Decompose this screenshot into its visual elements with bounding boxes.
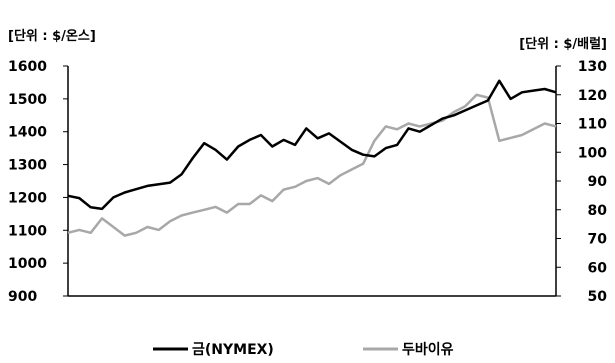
right-tick-label: 60 xyxy=(588,260,608,276)
right-tick-label: 100 xyxy=(578,145,607,161)
legend: 금(NYMEX) 두바이유 xyxy=(153,341,454,358)
legend-label-dubai: 두바이유 xyxy=(402,341,454,358)
right-tick-label: 70 xyxy=(588,232,608,248)
left-tick-label: 1400 xyxy=(8,125,47,141)
left-axis-ticks: 1600 1500 1400 1300 1200 1100 1000 900 xyxy=(8,59,68,305)
left-tick-label: 1600 xyxy=(8,59,47,75)
axes xyxy=(67,66,557,297)
series-line-dubai xyxy=(67,93,557,237)
series-lines xyxy=(67,79,557,237)
left-tick-label: 900 xyxy=(8,289,37,305)
left-tick-label: 1500 xyxy=(8,92,47,108)
right-tick-label: 50 xyxy=(588,289,608,305)
left-tick-label: 1100 xyxy=(8,223,47,239)
right-axis-unit-label: [단위 : $/배럴] xyxy=(519,36,607,52)
right-tick-label: 110 xyxy=(578,117,607,133)
right-tick-label: 90 xyxy=(588,174,608,190)
left-tick-label: 1300 xyxy=(8,158,47,174)
series-line-gold xyxy=(67,79,557,211)
right-tick-label: 130 xyxy=(578,59,607,75)
legend-label-gold: 금(NYMEX) xyxy=(192,342,274,358)
right-axis-ticks: 130 120 110 100 90 80 70 60 50 xyxy=(556,59,607,305)
right-tick-label: 80 xyxy=(588,203,608,219)
left-tick-label: 1000 xyxy=(8,256,47,272)
left-tick-label: 1200 xyxy=(8,190,47,206)
left-axis-unit-label: [단위 : $/온스] xyxy=(8,28,96,44)
right-tick-label: 120 xyxy=(578,88,607,104)
